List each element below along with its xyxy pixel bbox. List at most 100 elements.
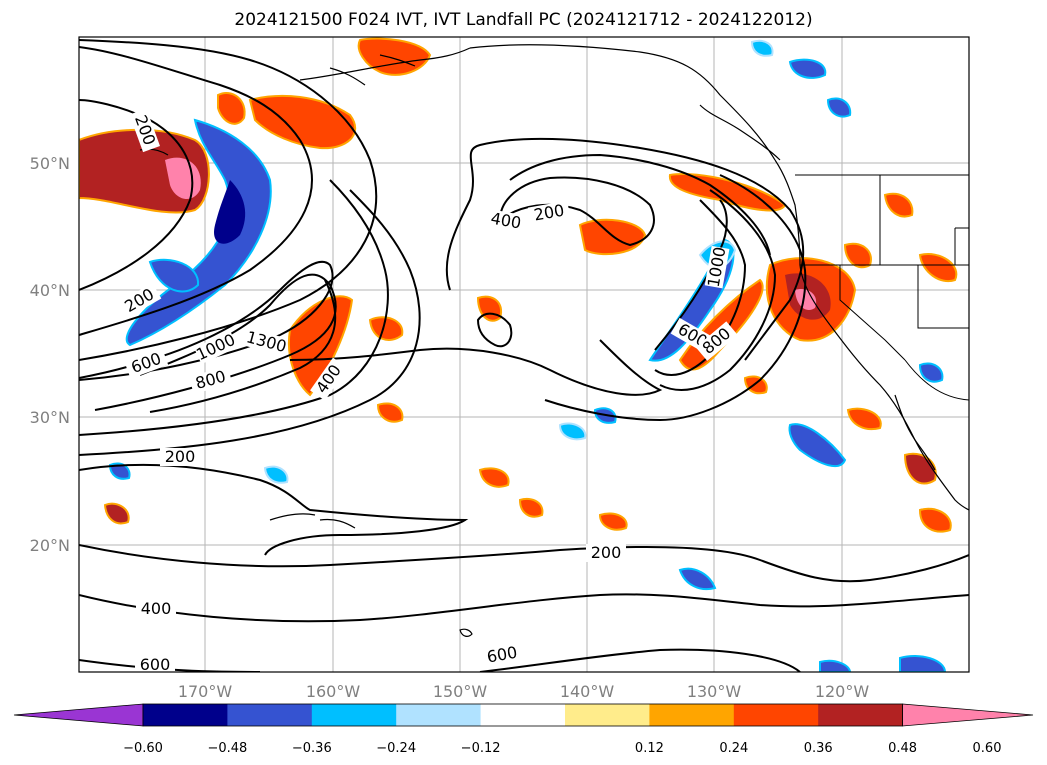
contour-label-bg [484, 208, 528, 234]
pos-blob-california-pink [795, 289, 817, 310]
colorbar-tick-label: 0.12 [635, 741, 664, 756]
contour-label-bg [586, 544, 626, 562]
contour-label-bg [160, 448, 200, 466]
colorbar-tick-label: 0.36 [804, 741, 833, 756]
contour-200-main [79, 46, 313, 336]
map-title: 2024121500 F024 IVT, IVT Landfall PC (20… [234, 10, 813, 30]
neg-blob-south-2 [918, 362, 944, 383]
contour-label-bg [124, 348, 169, 379]
contour-east-arc-2 [659, 189, 777, 391]
pos-blob-east-2 [918, 253, 958, 283]
contour-label-bg [695, 321, 738, 361]
colorbar-tick-label: −0.12 [461, 741, 501, 756]
colorbar-tick-label: 0.60 [973, 741, 1002, 756]
colorbar-segment [396, 704, 482, 726]
contour-ring-1 [79, 179, 389, 436]
coastlines [139, 44, 969, 637]
colorbar-ticks: −0.60 −0.48 −0.36 −0.24 −0.12 0.12 0.24 0.36 0.4… [123, 741, 1001, 756]
contour-200-lower [79, 463, 469, 556]
lat-label: 40°N [30, 281, 70, 300]
contour-label-bg [480, 642, 524, 668]
lat-label: 30°N [30, 408, 70, 427]
contour-east-arc-1 [654, 199, 747, 376]
lat-label: 20°N [30, 536, 70, 555]
neg-blob-south-8 [108, 462, 131, 480]
contour-400-band [79, 593, 969, 623]
colorbar-tick-label: 0.24 [719, 741, 748, 756]
colorbar [13, 703, 1034, 727]
pos-blob-south-3 [918, 507, 952, 533]
pos-blob-south-6 [103, 502, 130, 525]
lon-label: 170°W [178, 682, 233, 701]
longitude-labels: 170°W 160°W 150°W 140°W 130°W 120°W [178, 682, 870, 701]
pos-blob-gulf-west [248, 94, 357, 150]
colorbar-segment [227, 704, 313, 726]
contour-east-arc-3 [544, 174, 807, 422]
lat-label: 50°N [30, 154, 70, 173]
ivt-contours [79, 39, 969, 672]
contour-label: 600 [140, 655, 171, 674]
contour-label: 200 [591, 543, 622, 562]
neg-blob-ne-3 [750, 39, 774, 57]
contour-label-bg [135, 656, 175, 672]
contour-label-bg [244, 328, 288, 357]
pos-blob-south-5 [518, 497, 544, 518]
lon-label: 140°W [560, 682, 615, 701]
pos-blob-east-3 [883, 192, 914, 218]
contour-label-bg [310, 357, 348, 401]
lon-label: 130°W [687, 682, 742, 701]
colorbar-tick-label: −0.24 [376, 741, 416, 756]
lon-label: 150°W [433, 682, 488, 701]
neg-blob-ne-2 [826, 97, 852, 118]
colorbar-arrow-right [902, 703, 1034, 727]
colorbar-segment [311, 704, 397, 726]
political-borders [795, 174, 969, 401]
lon-label: 160°W [306, 682, 361, 701]
neg-blob-south-4 [899, 654, 947, 672]
colorbar-segment [649, 704, 735, 726]
neg-blob-stream-west-2 [148, 258, 200, 293]
colorbar-segment [733, 704, 819, 726]
contour-200-outer [79, 39, 378, 361]
neg-blob-stream-west-dark [214, 180, 246, 244]
neg-blob-south-1 [788, 423, 847, 468]
pos-blob-south-7 [376, 402, 404, 423]
contour-small-loop [476, 312, 513, 348]
lon-label: 120°W [815, 682, 870, 701]
colorbar-arrow-left [13, 703, 144, 727]
pos-blob-small-1 [217, 92, 246, 125]
pos-blob-small-2 [368, 316, 404, 341]
positive-pc-shading [79, 37, 958, 533]
pos-blob-south-9 [598, 512, 628, 531]
map-frame [78, 36, 970, 673]
contour-label-bg [189, 366, 233, 395]
colorbar-segment [480, 704, 566, 726]
neg-blob-south-3 [678, 567, 717, 590]
contour-label-bg [129, 108, 160, 153]
colorbar-tick-label: −0.36 [292, 741, 332, 756]
colorbar-segment [565, 704, 650, 726]
pos-blob-south-4 [478, 467, 510, 488]
pos-blob-alaska [357, 37, 432, 76]
contour-200-center [445, 137, 805, 361]
contour-800-west [149, 279, 337, 413]
colorbar-outline [142, 703, 903, 727]
contour-label: 200 [165, 447, 196, 466]
colorbar-tick-label: −0.48 [207, 741, 247, 756]
colorbar-segment [143, 704, 228, 726]
contour-200-big [289, 339, 663, 396]
contour-200-west [79, 99, 194, 291]
contour-label-bg [527, 200, 571, 226]
contour-label-bg [117, 282, 162, 319]
colorbar-segment [818, 704, 904, 726]
latitude-labels: 50°N 40°N 30°N 20°N [30, 154, 70, 555]
contour-label-bg [136, 600, 176, 618]
neg-blob-south-9 [263, 465, 289, 484]
colorbar-tick-label: −0.60 [123, 741, 163, 756]
contour-label-bg [193, 330, 238, 365]
colorbar-tick-label: 0.48 [888, 741, 917, 756]
neg-blob-ne-1 [788, 58, 827, 79]
pos-blob-south-8 [743, 375, 768, 395]
